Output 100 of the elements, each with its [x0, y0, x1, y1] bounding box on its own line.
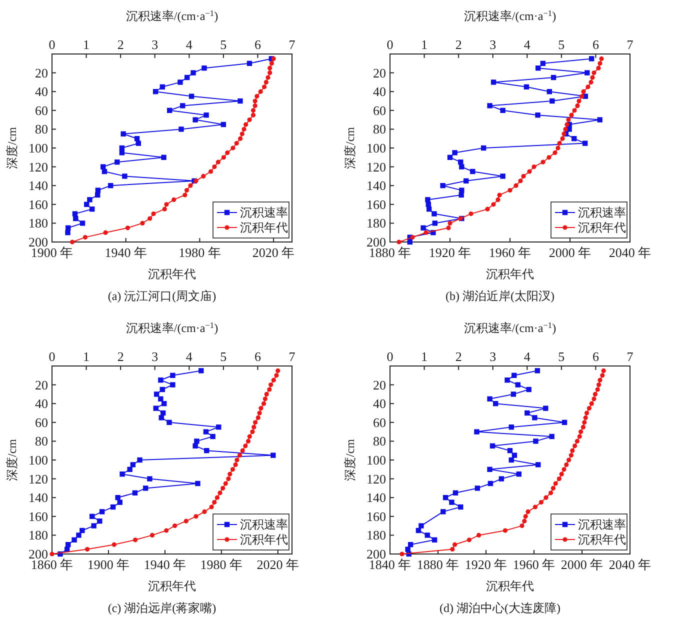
point [202, 509, 207, 514]
point [566, 458, 572, 462]
point [250, 108, 256, 113]
point [452, 542, 458, 547]
point [216, 160, 220, 164]
x-axis-title: 沉积年代 [486, 267, 534, 281]
x2-tick-label: 3 [152, 37, 158, 52]
point [258, 89, 263, 94]
point [448, 220, 452, 226]
point [214, 495, 220, 500]
point [570, 448, 575, 453]
x2-tick-label: 1 [421, 349, 428, 364]
point [208, 169, 214, 174]
y-tick-label: 180 [28, 216, 48, 231]
point [502, 528, 508, 533]
x2-tick-label: 1 [83, 349, 90, 364]
point [601, 368, 606, 373]
point [240, 132, 244, 136]
x2-tick-label: 4 [186, 37, 193, 52]
x2-tick-label: 6 [254, 37, 262, 52]
x2-tick-label: 0 [48, 349, 56, 364]
x-tick-label: 1960 年 [488, 245, 532, 260]
y-tick-label: 40 [35, 396, 48, 412]
point [258, 406, 264, 411]
y-tick-label: 180 [366, 528, 386, 543]
x-tick-label: 1920 年 [428, 245, 472, 260]
point [584, 410, 590, 416]
y-tick-label: 180 [28, 528, 48, 543]
x2-tick-label: 5 [220, 349, 227, 364]
point [247, 434, 252, 439]
point [496, 197, 500, 202]
y-tick-label: 140 [28, 178, 48, 194]
x2-tick-label: 2 [117, 37, 124, 52]
y-tick-label: 120 [28, 471, 48, 486]
y-tick-label: 40 [373, 84, 386, 100]
point [538, 500, 544, 505]
point [424, 230, 428, 235]
y-tick-label: 60 [373, 414, 386, 430]
x-tick-label: 1920 年 [464, 557, 508, 572]
point [400, 552, 404, 556]
point [140, 220, 145, 226]
y-tick-label: 20 [373, 65, 386, 80]
point [234, 458, 240, 462]
point [563, 126, 568, 132]
point [261, 401, 266, 406]
point [242, 126, 246, 132]
legend-label: 沉积年代 [240, 220, 288, 235]
y-tick-label: 120 [28, 159, 48, 174]
point [228, 472, 232, 476]
point [581, 89, 586, 94]
point [552, 150, 558, 155]
point [521, 174, 526, 178]
point [514, 183, 518, 188]
point [544, 495, 548, 500]
x2-axis-title: 沉积速率/(cm·a$^{−1}$) [126, 8, 218, 23]
point [220, 486, 226, 490]
point [268, 66, 272, 70]
point [590, 75, 595, 80]
point [553, 481, 558, 486]
point [468, 212, 474, 216]
point [556, 476, 562, 482]
point [271, 56, 276, 61]
x2-tick-label: 1 [421, 37, 428, 52]
point [225, 150, 230, 155]
point [125, 226, 130, 230]
y-tick-label: 40 [35, 84, 48, 100]
point [212, 164, 217, 170]
point [592, 396, 596, 402]
y-axis-title: 深度/cm [5, 438, 19, 481]
point [233, 462, 238, 467]
x-tick-label: 1880 年 [416, 557, 460, 572]
point [580, 424, 586, 430]
x-tick-label: 2000 年 [548, 245, 592, 260]
y-axis-title: 深度/cm [343, 438, 357, 481]
legend-label: 沉积速率 [240, 206, 288, 220]
x2-tick-label: 3 [490, 349, 496, 364]
point [218, 490, 222, 496]
point [574, 438, 580, 444]
point [564, 462, 569, 467]
point [592, 392, 598, 396]
x2-tick-label: 6 [592, 349, 600, 364]
point [580, 94, 584, 99]
y-tick-label: 20 [35, 65, 48, 80]
point [240, 448, 245, 453]
x2-tick-label: 6 [254, 349, 262, 364]
point [184, 518, 188, 524]
y-tick-label: 140 [366, 178, 386, 194]
point [244, 122, 248, 127]
point [247, 118, 252, 122]
point [250, 112, 256, 118]
point [230, 467, 236, 472]
y-tick-label: 180 [366, 216, 386, 231]
x-tick-label: 2000 年 [560, 557, 604, 572]
point [151, 212, 156, 216]
point [252, 103, 258, 108]
legend-label: 沉积年代 [578, 532, 626, 547]
point [252, 98, 258, 104]
point [599, 56, 604, 61]
x2-tick-label: 4 [524, 37, 531, 52]
text: (d) 湖泊中心(大连废障) [440, 601, 560, 615]
